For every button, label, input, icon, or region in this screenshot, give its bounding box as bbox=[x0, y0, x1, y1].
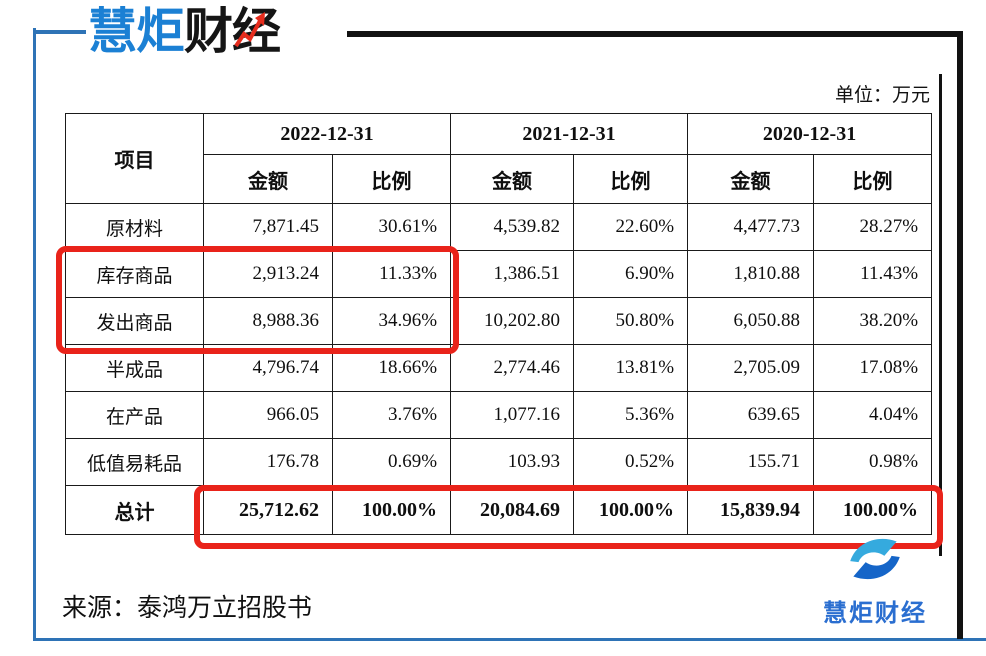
row-item-label: 库存商品 bbox=[65, 250, 204, 298]
row-value-cell: 0.52% bbox=[573, 438, 689, 486]
table-body: 原材料 7,871.45 30.61% 4,539.82 22.60% 4,477.73 2… bbox=[65, 203, 933, 535]
brand-swirl-icon bbox=[850, 538, 900, 580]
row-value-cell: 8,988.36 bbox=[203, 297, 333, 345]
top-rule-line bbox=[347, 31, 963, 37]
inner-right-line bbox=[939, 74, 942, 556]
row-value-cell: 155.71 bbox=[687, 438, 815, 486]
row-value-cell: 1,077.16 bbox=[450, 391, 575, 439]
right-rule-line bbox=[957, 31, 963, 639]
row-value-cell: 4,539.82 bbox=[450, 203, 575, 251]
row-value-cell: 1,386.51 bbox=[450, 250, 575, 298]
table-row: 半成品 4,796.74 18.66% 2,774.46 13.81% 2,705.09 1… bbox=[65, 344, 933, 392]
table-header-dates-row: 项目 2022-12-31 2021-12-31 2020-12-31 bbox=[65, 113, 933, 204]
row-value-cell: 5.36% bbox=[573, 391, 689, 439]
table-row: 库存商品 2,913.24 11.33% 1,386.51 6.90% 1,810.88 1… bbox=[65, 250, 933, 298]
row-value-cell: 4.04% bbox=[813, 391, 933, 439]
row-value-cell: 22.60% bbox=[573, 203, 689, 251]
watermark-brand-text: 慧炬财经 bbox=[823, 600, 927, 627]
row-value-cell: 3.76% bbox=[331, 391, 452, 439]
row-value-cell: 15,839.94 bbox=[687, 485, 815, 535]
table-total-row: 总计 25,712.62 100.00% 20,084.69 100.00% 15,839… bbox=[65, 485, 933, 535]
row-value-cell: 2,705.09 bbox=[687, 344, 815, 392]
table-row: 原材料 7,871.45 30.61% 4,539.82 22.60% 4,477.73 2… bbox=[65, 203, 933, 251]
row-value-cell: 2,774.46 bbox=[450, 344, 575, 392]
date-header-2020: 2020-12-31 bbox=[687, 113, 933, 155]
table-row: 在产品 966.05 3.76% 1,077.16 5.36% 639.65 4.04% bbox=[65, 391, 933, 439]
table-row: 发出商品 8,988.36 34.96% 10,202.80 50.80% 6,050.8… bbox=[65, 297, 933, 345]
amount-header: 金额 bbox=[203, 154, 333, 204]
inventory-table: 项目 2022-12-31 2021-12-31 2020-12-31 金额 比… bbox=[65, 113, 933, 535]
top-left-dash-line bbox=[36, 30, 86, 34]
row-value-cell: 28.27% bbox=[813, 203, 933, 251]
row-value-cell: 11.43% bbox=[813, 250, 933, 298]
ratio-header: 比例 bbox=[573, 154, 689, 204]
brand-logo-blue-text: 慧炬 bbox=[88, 5, 185, 59]
row-item-label: 在产品 bbox=[65, 391, 204, 439]
row-value-cell: 10,202.80 bbox=[450, 297, 575, 345]
ratio-header: 比例 bbox=[813, 154, 933, 204]
row-value-cell: 38.20% bbox=[813, 297, 933, 345]
row-value-cell: 30.61% bbox=[331, 203, 452, 251]
row-value-cell: 100.00% bbox=[813, 485, 933, 535]
row-value-cell: 0.69% bbox=[331, 438, 452, 486]
row-value-cell: 34.96% bbox=[331, 297, 452, 345]
row-value-cell: 7,871.45 bbox=[203, 203, 333, 251]
total-row-label: 总计 bbox=[65, 485, 204, 535]
source-caption: 来源：泰鸿万立招股书 bbox=[62, 594, 313, 622]
row-value-cell: 4,477.73 bbox=[687, 203, 815, 251]
brand-logo-dark-text: 财经 bbox=[184, 5, 281, 59]
date-header-2022: 2022-12-31 bbox=[202, 113, 452, 155]
highlight-box-total-row bbox=[194, 485, 943, 549]
row-value-cell: 1,810.88 bbox=[687, 250, 815, 298]
row-value-cell: 966.05 bbox=[203, 391, 333, 439]
row-item-label: 原材料 bbox=[65, 203, 204, 251]
row-value-cell: 6.90% bbox=[573, 250, 689, 298]
row-value-cell: 17.08% bbox=[813, 344, 933, 392]
date-header-2021: 2021-12-31 bbox=[450, 113, 689, 155]
row-value-cell: 103.93 bbox=[450, 438, 575, 486]
bottom-frame-line bbox=[33, 638, 986, 641]
brand-logo: 慧炬财经 bbox=[88, 2, 281, 62]
ratio-header: 比例 bbox=[331, 154, 452, 204]
highlight-box-inventory-rows bbox=[56, 246, 459, 354]
amount-header: 金额 bbox=[687, 154, 815, 204]
row-item-label: 低值易耗品 bbox=[65, 438, 204, 486]
row-value-cell: 6,050.88 bbox=[687, 297, 815, 345]
brand-watermark: 慧炬财经 bbox=[795, 532, 955, 628]
row-value-cell: 25,712.62 bbox=[203, 485, 333, 535]
row-value-cell: 11.33% bbox=[331, 250, 452, 298]
row-value-cell: 13.81% bbox=[573, 344, 689, 392]
unit-label: 单位：万元 bbox=[834, 85, 930, 106]
row-value-cell: 50.80% bbox=[573, 297, 689, 345]
stock-arrow-icon bbox=[234, 12, 265, 48]
left-frame-line bbox=[33, 28, 36, 639]
row-value-cell: 0.98% bbox=[813, 438, 933, 486]
row-item-label: 发出商品 bbox=[65, 297, 204, 345]
row-value-cell: 100.00% bbox=[331, 485, 452, 535]
table-row: 低值易耗品 176.78 0.69% 103.93 0.52% 155.71 0.98% bbox=[65, 438, 933, 486]
amount-header: 金额 bbox=[450, 154, 575, 204]
item-column-header: 项目 bbox=[65, 113, 204, 204]
row-value-cell: 176.78 bbox=[203, 438, 333, 486]
row-value-cell: 639.65 bbox=[687, 391, 815, 439]
